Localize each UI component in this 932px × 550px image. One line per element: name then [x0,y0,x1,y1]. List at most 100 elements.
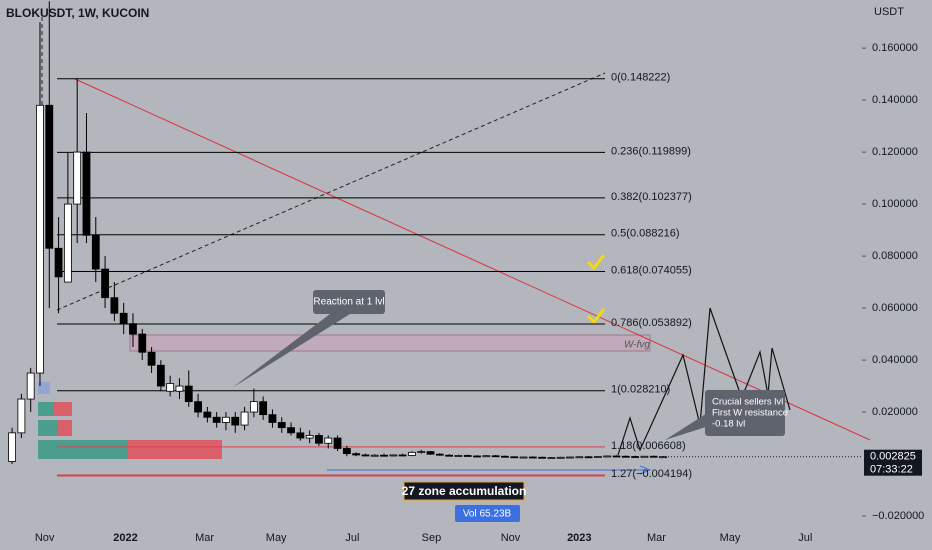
candle-body [519,456,528,459]
y-tick-label: 0.120000 [872,146,918,158]
candle-body [287,427,295,434]
volume-box [455,505,520,522]
candle-body [473,455,481,458]
candle-body [296,432,305,439]
candle-body [26,372,35,400]
y-tick-label: 0.140000 [872,94,918,106]
fib-label: 0.786(0.053892) [611,317,692,329]
candle-body [584,456,593,459]
candle-body [528,456,537,459]
candle-body [212,416,221,423]
candle-body [566,456,574,459]
x-tick-label: Nov [35,532,55,544]
y-tick-label: 0.100000 [872,198,918,210]
candle-body [194,401,202,413]
y-tick-label: 0.080000 [872,250,918,262]
y-tick-label: 0.020000 [872,406,918,418]
price-box [864,449,922,476]
candle-body [305,435,314,439]
x-tick-label: May [266,532,287,544]
candle-body [82,151,91,236]
fib-label: 1.18(0.006608) [611,440,686,452]
callout-box [313,290,385,314]
trend-line [74,78,871,441]
candle-body [621,455,630,458]
candle-body [129,323,137,335]
candle-body [491,455,500,458]
x-tick-label: May [720,532,741,544]
zone-label: 27 zone accumulation [402,484,527,498]
vp-bar [38,420,58,436]
candle-body [631,456,640,458]
candle-body [156,364,165,387]
candle-body [324,437,333,444]
candle-body [268,414,277,423]
candle-body [249,401,258,413]
candles [8,1,667,465]
candle-body [166,383,175,392]
candle-body [640,455,649,458]
candle-body [63,203,72,283]
measure-arrow [639,465,652,475]
candle-body [538,456,547,459]
fib-label: 1.27(−0.004194) [611,468,692,480]
vp-bar [58,420,72,436]
x-tick-label: Mar [195,532,214,544]
candle-body [73,151,82,205]
candle-body [101,268,109,299]
candle-body [361,454,370,457]
candle-body [352,453,361,456]
x-tick-label: Sep [422,532,442,544]
candle-body [510,456,519,459]
candle-body [380,454,388,457]
candle-body [231,416,240,426]
callout-text: Crucial sellers lvl [712,397,783,408]
candle-body [240,411,249,426]
x-tick-label: 2023 [567,532,591,544]
callout-text: -0.18 lvl [712,419,745,430]
candle-body [138,333,147,353]
x-tick-label: Jul [798,532,812,544]
vp-bar [38,382,50,394]
candle-body [17,398,26,434]
candle-body [203,411,212,418]
candle-body [501,455,509,458]
fib-label: 0(0.148222) [611,72,670,84]
callout-box [705,390,785,436]
x-tick-label: Jul [345,532,359,544]
x-tick-label: Nov [501,532,521,544]
y-tick-label: −0.020000 [872,510,924,522]
x-tick-label: 2022 [113,532,137,544]
candle-body [408,451,416,456]
candle-body [575,456,584,459]
candle-body [110,297,119,314]
candle-body [463,455,472,457]
symbol-title: BLOKUSDT, 1W, KUCOIN [6,6,149,20]
candle-body [482,455,491,458]
candle-body [91,234,100,270]
candle-body [36,104,44,374]
candle-body [342,448,351,455]
y-tick-label: 0.160000 [872,42,918,54]
candle-body [417,451,426,453]
candle-body [315,435,323,444]
candle-body [222,416,230,423]
callout-pointer [665,410,712,440]
check-mark [586,254,606,271]
candle-body [8,432,16,462]
candle-body [333,437,342,449]
fib-label: 0.618(0.074055) [611,264,692,276]
fib-levels: 0(0.148222) 0.236(0.119899) 0.382(0.102377… [57,72,692,480]
vp-bar [38,402,54,416]
candle-body [175,385,184,392]
candle-body [389,454,398,457]
countdown: 07:33:22 [870,464,913,476]
callout-pointer [232,314,350,388]
candle-body [398,454,407,457]
currency-label: USDT [874,6,904,18]
candle-body [547,457,556,459]
fib-label: 0.236(0.119899) [611,145,691,157]
candle-body [445,454,454,457]
vp-bar [38,440,128,459]
